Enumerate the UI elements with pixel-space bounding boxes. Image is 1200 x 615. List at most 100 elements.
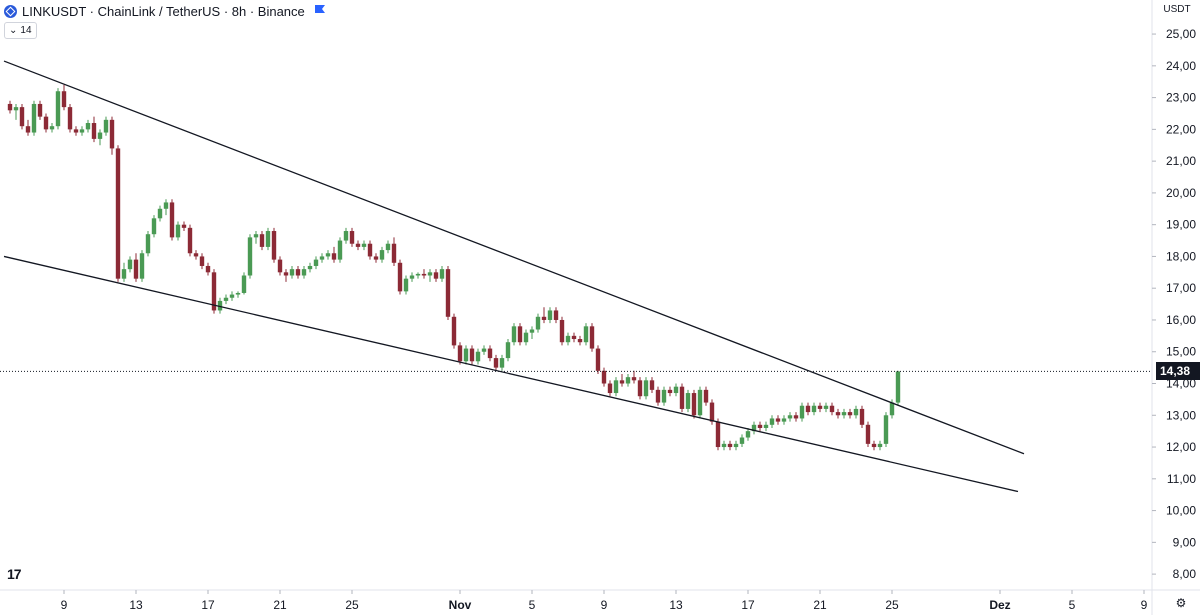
indicators-toggle[interactable]: ⌄ 14 [4,22,37,39]
candle [487,345,493,362]
candle-body [721,443,727,448]
candles-layer [7,84,901,451]
candle [241,272,247,295]
candle [715,418,721,451]
candle [187,224,193,257]
candle-body [349,231,355,244]
candle-body [859,408,865,425]
candle [787,412,793,422]
candle-body [865,424,871,444]
candle [547,307,553,324]
candle-body [727,443,733,448]
lower-trendline[interactable] [3,255,1019,493]
candle-body [397,262,403,292]
price-tick-label: 20,00 [1166,186,1196,200]
candle-body [529,329,535,333]
candle [511,323,517,346]
candle [883,412,889,448]
candle-body [793,415,799,419]
chainlink-logo-icon [4,4,17,18]
candle-body [25,126,31,133]
candle [121,262,127,282]
candle-body [157,208,163,219]
candle-body [325,253,331,257]
time-tick-label: 9 [61,598,68,612]
candle-body [697,389,703,416]
candle [181,221,187,232]
gear-icon[interactable]: ⚙ [1175,596,1187,610]
candle-body [91,123,97,139]
candle [499,354,505,371]
candle [139,250,145,282]
candle-body [595,348,601,371]
candle [157,205,163,222]
candle [127,256,133,273]
price-tick-label: 9,00 [1173,535,1197,549]
tradingview-logo-icon[interactable]: 17 [7,566,22,582]
candle-body [277,259,283,273]
chevron-down-icon: ⌄ [9,25,18,36]
candle [703,386,709,406]
time-tick-label: 17 [201,598,215,612]
candle [649,377,655,394]
candle [37,100,43,120]
time-tick-label: 25 [885,598,899,612]
candle [217,297,223,314]
candle-body [85,123,91,130]
candle-body [577,339,583,343]
candle-body [217,300,223,311]
candle-body [559,319,565,343]
candle [277,256,283,276]
candle-body [223,297,229,301]
candle-body [235,292,241,295]
candle [397,259,403,295]
candle [439,265,445,282]
candle-body [619,380,625,384]
candle [289,265,295,279]
candle-body [589,326,595,349]
candle-body [271,231,277,260]
candle [565,332,571,346]
candle [793,412,799,422]
candle [193,250,199,260]
time-axis[interactable]: 9 13 17 21 25 Nov 5 9 13 17 21 25 Dez 5 9 [61,590,1148,612]
symbol-title[interactable]: LINKUSDT · ChainLink / TetherUS · 8h · B… [22,3,305,19]
candle-body [751,424,757,432]
candle-body [457,345,463,362]
currency-label[interactable]: USDT [1163,4,1191,15]
candle-body [775,418,781,422]
candle-body [757,424,763,428]
candle-body [253,234,259,238]
candle-body [655,389,661,403]
candle [577,335,583,346]
candle-body [265,231,271,247]
time-tick-label: 9 [1141,598,1148,612]
candle-body [781,418,787,422]
candle-body [493,358,499,368]
candle [85,119,91,133]
candle [613,377,619,397]
candle-body [343,231,349,241]
last-price-label: 14,38 [1156,362,1200,380]
candle [259,231,265,251]
candle-body [19,107,25,127]
indicator-count: 14 [20,25,32,36]
candle [223,294,229,305]
candle [559,316,565,346]
time-tick-label: 9 [601,598,608,612]
candle-body [691,393,697,416]
flag-icon[interactable] [314,4,326,19]
candle [109,116,115,155]
candle [43,113,49,133]
candle [553,307,559,324]
candle [61,84,67,111]
price-axis[interactable]: 8,00 9,00 10,00 11,00 12,00 13,00 14,00 15,00 16… [1152,27,1196,581]
candle-body [151,218,157,235]
candle-body [169,202,175,238]
candle-body [703,389,709,403]
candle [55,88,61,130]
upper-trendline[interactable] [3,60,1025,455]
candle [247,234,253,279]
candle [757,421,763,432]
